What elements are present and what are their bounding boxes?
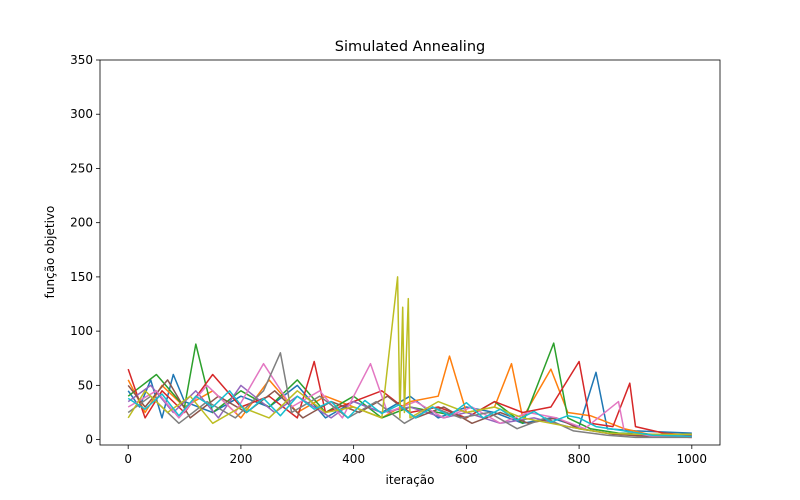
chart-title: Simulated Annealing: [335, 39, 485, 55]
x-axis-label: iteração: [385, 473, 434, 487]
series-line-9: [127, 276, 692, 435]
y-axis: 0 50 100 150 200 250 300 350: [70, 53, 100, 447]
x-tick-label: 0: [124, 452, 132, 466]
series-line-3: [127, 342, 692, 435]
y-axis-label: função objetivo: [43, 206, 57, 299]
y-tick-label: 200: [70, 216, 93, 230]
y-tick-label: 100: [70, 324, 93, 338]
y-tick-label: 300: [70, 107, 93, 121]
series-layer: [127, 276, 692, 439]
x-tick-label: 200: [229, 452, 252, 466]
y-tick-label: 0: [85, 433, 93, 447]
y-tick-label: 50: [78, 378, 93, 392]
y-tick-label: 150: [70, 270, 93, 284]
x-tick-label: 1000: [677, 452, 708, 466]
x-axis: 0 200 400 600 800 1000: [124, 445, 707, 466]
x-tick-label: 400: [342, 452, 365, 466]
x-tick-label: 800: [568, 452, 591, 466]
y-tick-label: 350: [70, 53, 93, 67]
x-tick-label: 600: [455, 452, 478, 466]
series-line-10: [127, 390, 692, 438]
y-tick-label: 250: [70, 161, 93, 175]
plot-frame: [99, 59, 721, 446]
series-line-6: [127, 379, 692, 439]
